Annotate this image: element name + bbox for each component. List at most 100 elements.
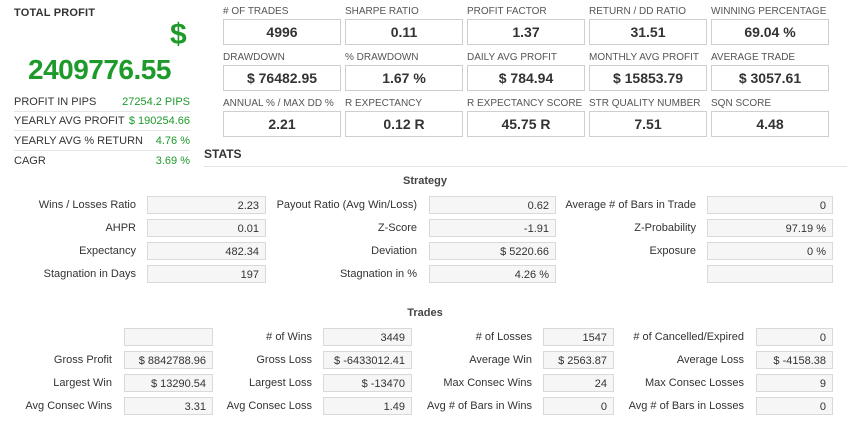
kpi-label: R EXPECTANCY SCORE (467, 98, 583, 109)
trade-label: Avg Consec Wins (25, 400, 112, 412)
summary-row-yearly-avg-profit: YEARLY AVG PROFIT $ 190254.66 (14, 115, 190, 131)
stat-value: 197 (147, 265, 266, 283)
kpi-profit-factor: PROFIT FACTOR 1.37 (467, 5, 585, 45)
summary-row-cagr: CAGR 3.69 % (14, 155, 190, 171)
kpi-label: MONTHLY AVG PROFIT (589, 52, 700, 63)
divider (14, 130, 190, 131)
trade-value: 3449 (323, 328, 412, 346)
kpi-monthly-avg-profit: MONTHLY AVG PROFIT $ 15853.79 (589, 51, 707, 91)
total-profit-label: TOTAL PROFIT (14, 7, 96, 19)
kpi-trades: # OF TRADES 4996 (223, 5, 341, 45)
kpi-label: % DRAWDOWN (345, 52, 419, 63)
trade-value: 0 (756, 397, 833, 415)
kpi-value: $ 76482.95 (223, 65, 341, 91)
kpi-r-expectancy-score: R EXPECTANCY SCORE 45.75 R (467, 97, 585, 137)
kpi-value: $ 3057.61 (711, 65, 829, 91)
stat-label: Exposure (649, 245, 696, 257)
stat-value: 0.01 (147, 219, 266, 237)
stat-value: 2.23 (147, 196, 266, 214)
stat-value: 0.62 (429, 196, 556, 214)
trade-label (4, 328, 112, 346)
trade-label: Average Win (469, 354, 532, 366)
divider (14, 111, 190, 112)
kpi-sqn-score: SQN SCORE 4.48 (711, 97, 829, 137)
trade-label: Max Consec Losses (644, 377, 744, 389)
trades-title: Trades (407, 307, 443, 319)
stat-value: 0 % (707, 242, 833, 260)
stat-label: Z-Probability (634, 222, 696, 234)
divider (14, 150, 190, 151)
kpi-value: 1.37 (467, 19, 585, 45)
kpi-return-dd-ratio: RETURN / DD RATIO 31.51 (589, 5, 707, 45)
kpi-label: STR QUALITY NUMBER (589, 98, 701, 109)
stat-value: 482.34 (147, 242, 266, 260)
kpi-winning-percentage: WINNING PERCENTAGE 69.04 % (711, 5, 829, 45)
kpi-label: AVERAGE TRADE (711, 52, 796, 63)
trade-value: $ 8842788.96 (124, 351, 213, 369)
kpi-percent-drawdown: % DRAWDOWN 1.67 % (345, 51, 463, 91)
stat-label: Payout Ratio (Avg Win/Loss) (276, 199, 417, 211)
divider (204, 166, 847, 167)
trade-value (124, 328, 213, 346)
trade-value: 9 (756, 374, 833, 392)
stat-value (707, 265, 833, 283)
stat-value: 0 (707, 196, 833, 214)
trade-label: # of Wins (266, 331, 312, 343)
stat-value: 4.26 % (429, 265, 556, 283)
stat-value: 97.19 % (707, 219, 833, 237)
stat-value: $ 5220.66 (429, 242, 556, 260)
kpi-value: 45.75 R (467, 111, 585, 137)
kpi-value: 0.12 R (345, 111, 463, 137)
stat-value: -1.91 (429, 219, 556, 237)
kpi-label: SHARPE RATIO (345, 6, 419, 17)
summary-value: 4.76 % (155, 135, 190, 147)
kpi-value: 0.11 (345, 19, 463, 45)
stat-label (556, 265, 696, 283)
summary-value: $ 190254.66 (128, 115, 190, 127)
kpi-average-trade: AVERAGE TRADE $ 3057.61 (711, 51, 829, 91)
trade-value: 24 (543, 374, 614, 392)
trade-value: $ -13470 (323, 374, 412, 392)
summary-value: 27254.2 PIPS (122, 96, 190, 108)
trade-value: 3.31 (124, 397, 213, 415)
kpi-sharpe-ratio: SHARPE RATIO 0.11 (345, 5, 463, 45)
stat-label: Stagnation in % (339, 268, 417, 280)
trade-label: Avg Consec Loss (226, 400, 312, 412)
trade-value: 0 (756, 328, 833, 346)
trade-label: Gross Profit (53, 354, 112, 366)
trade-label: Largest Loss (249, 377, 312, 389)
strategy-title: Strategy (402, 175, 448, 187)
kpi-label: R EXPECTANCY (345, 98, 423, 109)
trade-label: Largest Win (53, 377, 112, 389)
summary-label: PROFIT IN PIPS (14, 96, 97, 108)
trade-label: Avg # of Bars in Losses (628, 400, 744, 412)
kpi-value: 1.67 % (345, 65, 463, 91)
kpi-label: ANNUAL % / MAX DD % (223, 98, 334, 109)
kpi-label: PROFIT FACTOR (467, 6, 547, 17)
summary-row-yearly-avg-return: YEARLY AVG % RETURN 4.76 % (14, 135, 190, 151)
summary-value: 3.69 % (155, 155, 190, 167)
trade-value: $ -6433012.41 (323, 351, 412, 369)
summary-label: YEARLY AVG % RETURN (14, 135, 143, 147)
trade-label: Average Loss (676, 354, 744, 366)
kpi-label: SQN SCORE (711, 98, 772, 109)
trade-value: 1.49 (323, 397, 412, 415)
trade-value: $ -4158.38 (756, 351, 833, 369)
summary-row-profit-in-pips: PROFIT IN PIPS 27254.2 PIPS (14, 96, 190, 112)
kpi-label: WINNING PERCENTAGE (711, 6, 827, 17)
kpi-daily-avg-profit: DAILY AVG PROFIT $ 784.94 (467, 51, 585, 91)
kpi-str-quality-number: STR QUALITY NUMBER 7.51 (589, 97, 707, 137)
kpi-value: $ 15853.79 (589, 65, 707, 91)
kpi-value: 31.51 (589, 19, 707, 45)
kpi-value: 7.51 (589, 111, 707, 137)
kpi-label: DAILY AVG PROFIT (467, 52, 558, 63)
kpi-value: 4996 (223, 19, 341, 45)
trade-label: # of Cancelled/Expired (633, 331, 744, 343)
currency-symbol: $ (170, 18, 187, 51)
kpi-r-expectancy: R EXPECTANCY 0.12 R (345, 97, 463, 137)
stat-label: Z-Score (377, 222, 417, 234)
trade-label: Max Consec Wins (443, 377, 532, 389)
trade-value: $ 13290.54 (124, 374, 213, 392)
kpi-value: 2.21 (223, 111, 341, 137)
trade-label: # of Losses (475, 331, 532, 343)
